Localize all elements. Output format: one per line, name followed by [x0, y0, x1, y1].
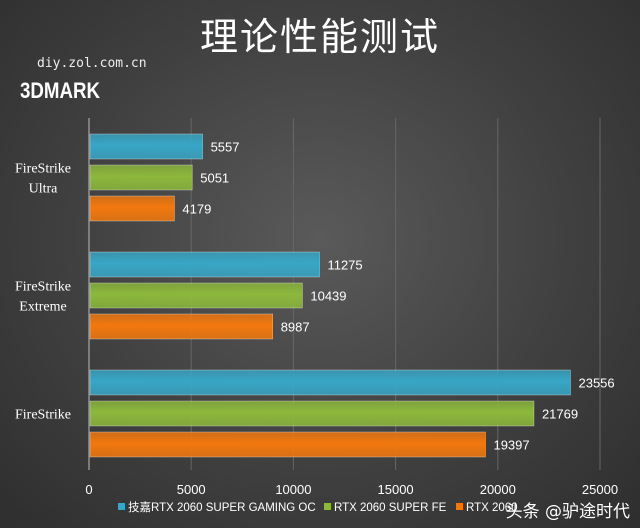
- data-label: 21769: [542, 407, 578, 422]
- legend-swatch: [456, 503, 463, 510]
- data-label: 4179: [182, 202, 211, 217]
- bar: [89, 313, 273, 340]
- bar: [89, 431, 486, 458]
- data-label: 19397: [493, 438, 529, 453]
- data-label: 8987: [281, 320, 310, 335]
- bar: [89, 133, 203, 160]
- category-label: Extreme: [19, 300, 66, 315]
- chart-subtitle: 3DMARK: [20, 78, 101, 103]
- category-label: Ultra: [29, 182, 59, 197]
- x-tick-label: 25000: [582, 482, 618, 497]
- category-label: FireStrike: [15, 162, 71, 177]
- legend-swatch: [118, 503, 125, 510]
- source-label: diy.zol.com.cn: [37, 56, 147, 71]
- chart-title: 理论性能测试: [199, 15, 440, 59]
- data-label: 10439: [310, 289, 346, 304]
- bar: [89, 251, 320, 278]
- x-tick-label: 20000: [480, 482, 516, 497]
- bar: [89, 282, 303, 309]
- x-tick-label: 0: [85, 482, 92, 497]
- x-tick-label: 15000: [378, 482, 414, 497]
- data-label: 11275: [327, 258, 362, 273]
- watermark: 头条 @驴途时代: [505, 502, 630, 522]
- data-label: 23556: [578, 376, 614, 391]
- data-label: 5051: [200, 171, 229, 186]
- x-tick-label: 10000: [275, 482, 311, 497]
- bar: [89, 164, 193, 191]
- bar: [89, 195, 175, 222]
- category-label: FireStrike: [15, 408, 71, 423]
- legend-label: RTX 2060 SUPER FE: [334, 502, 447, 514]
- legend-label: 技嘉RTX 2060 SUPER GAMING OC: [128, 501, 316, 514]
- legend-label: RTX 2060: [466, 502, 518, 514]
- bar: [89, 369, 571, 396]
- x-tick-label: 5000: [177, 482, 206, 497]
- bar: [89, 400, 535, 427]
- category-label: FireStrike: [15, 280, 71, 295]
- legend-swatch: [324, 503, 331, 510]
- data-label: 5557: [211, 140, 240, 155]
